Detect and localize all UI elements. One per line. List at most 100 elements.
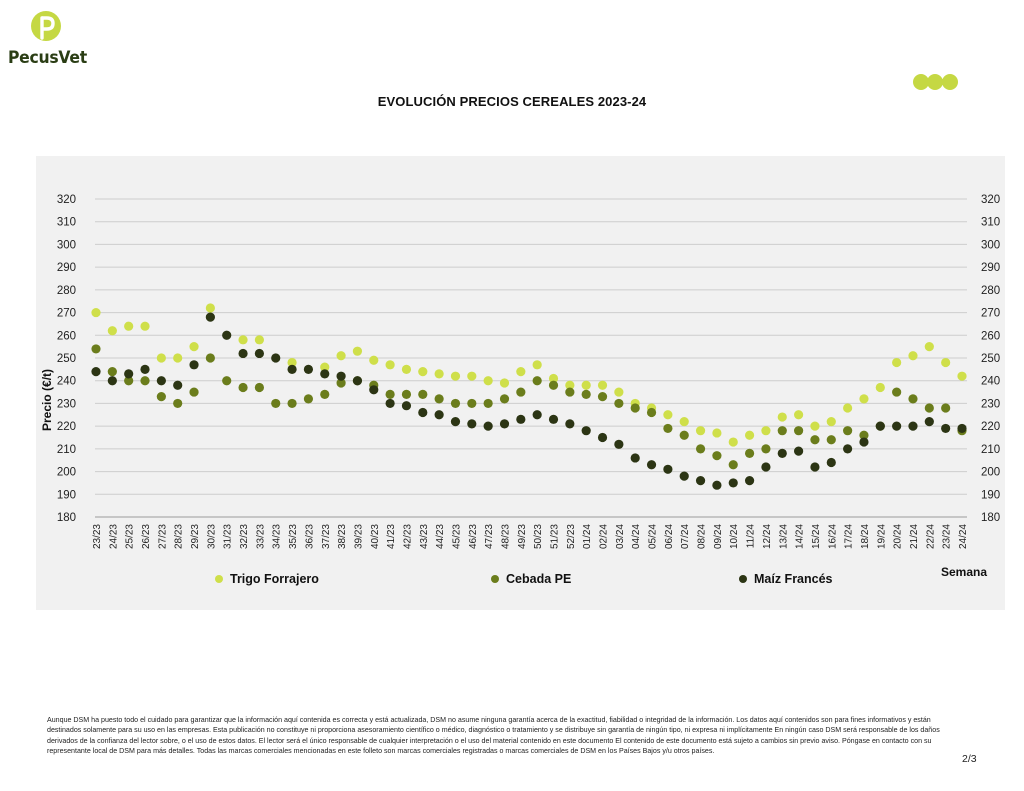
point-ma-z-franc-s bbox=[728, 478, 738, 488]
point-cebada-pe bbox=[826, 435, 836, 445]
x-tick-label: 49/23 bbox=[517, 524, 528, 549]
point-cebada-pe bbox=[336, 378, 346, 388]
point-cebada-pe bbox=[663, 423, 673, 434]
point-trigo-forrajero bbox=[663, 410, 673, 420]
x-tick-label: 33/23 bbox=[255, 524, 266, 549]
point-trigo-forrajero bbox=[712, 428, 722, 438]
y-tick-label-right: 270 bbox=[981, 308, 1000, 320]
point-trigo-forrajero bbox=[859, 394, 869, 404]
point-trigo-forrajero bbox=[173, 353, 183, 363]
point-ma-z-franc-s bbox=[254, 348, 264, 359]
point-ma-z-franc-s bbox=[140, 364, 150, 374]
point-ma-z-franc-s bbox=[516, 414, 526, 424]
point-cebada-pe bbox=[467, 398, 477, 409]
point-ma-z-franc-s bbox=[695, 476, 706, 486]
y-axis-label: Precio (€/t) bbox=[40, 369, 54, 431]
logo-mark-icon bbox=[31, 11, 61, 41]
point-cebada-pe bbox=[548, 380, 559, 390]
point-trigo-forrajero bbox=[107, 326, 117, 336]
point-cebada-pe bbox=[810, 435, 820, 445]
page-title: EVOLUCIÓN PRECIOS CEREALES 2023-24 bbox=[377, 94, 647, 109]
legend-marker bbox=[739, 575, 747, 583]
point-ma-z-franc-s bbox=[352, 376, 363, 386]
point-trigo-forrajero bbox=[336, 351, 346, 361]
point-trigo-forrajero bbox=[254, 335, 264, 345]
x-tick-label: 23/24 bbox=[942, 524, 953, 549]
point-cebada-pe bbox=[238, 382, 248, 393]
point-trigo-forrajero bbox=[140, 321, 150, 331]
point-cebada-pe bbox=[761, 444, 771, 454]
point-cebada-pe bbox=[254, 382, 264, 393]
x-tick-label: 42/23 bbox=[402, 524, 413, 549]
legend-item: Cebada PE bbox=[491, 572, 571, 586]
point-ma-z-franc-s bbox=[483, 421, 493, 431]
point-ma-z-franc-s bbox=[941, 423, 951, 434]
point-trigo-forrajero bbox=[91, 307, 101, 318]
x-tick-label: 08/24 bbox=[697, 524, 708, 549]
point-ma-z-franc-s bbox=[679, 471, 689, 481]
legend-marker bbox=[215, 575, 223, 583]
y-tick-label-left: 310 bbox=[57, 217, 76, 229]
x-tick-label: 44/23 bbox=[435, 524, 446, 549]
point-ma-z-franc-s bbox=[794, 446, 804, 456]
x-tick-label: 23/23 bbox=[92, 524, 103, 549]
point-ma-z-franc-s bbox=[303, 364, 314, 374]
point-trigo-forrajero bbox=[450, 371, 461, 381]
point-cebada-pe bbox=[124, 376, 134, 386]
point-trigo-forrajero bbox=[597, 380, 608, 390]
point-trigo-forrajero bbox=[924, 342, 934, 352]
x-tick-label: 51/23 bbox=[550, 524, 561, 549]
point-cebada-pe bbox=[630, 403, 640, 413]
point-ma-z-franc-s bbox=[597, 432, 608, 443]
x-tick-label: 48/23 bbox=[500, 524, 511, 549]
point-cebada-pe bbox=[843, 426, 853, 436]
point-trigo-forrajero bbox=[794, 410, 804, 420]
point-cebada-pe bbox=[385, 389, 395, 399]
point-ma-z-franc-s bbox=[892, 421, 902, 431]
point-cebada-pe bbox=[107, 367, 117, 377]
point-ma-z-franc-s bbox=[630, 453, 640, 463]
y-tick-label-left: 300 bbox=[57, 239, 76, 251]
point-cebada-pe bbox=[892, 387, 902, 397]
page-number: 2/3 bbox=[962, 753, 977, 765]
x-tick-label: 46/23 bbox=[468, 524, 479, 549]
x-tick-label: 43/23 bbox=[419, 524, 430, 549]
point-ma-z-franc-s bbox=[450, 417, 461, 427]
x-tick-label: 17/24 bbox=[844, 524, 855, 549]
point-ma-z-franc-s bbox=[189, 360, 199, 370]
point-cebada-pe bbox=[271, 398, 281, 409]
y-tick-label-right: 180 bbox=[981, 512, 1000, 524]
point-trigo-forrajero bbox=[369, 355, 379, 365]
point-cebada-pe bbox=[483, 398, 493, 409]
point-trigo-forrajero bbox=[810, 421, 820, 431]
point-trigo-forrajero bbox=[401, 364, 412, 374]
point-trigo-forrajero bbox=[908, 351, 918, 361]
point-cebada-pe bbox=[744, 448, 755, 458]
point-trigo-forrajero bbox=[385, 360, 395, 370]
x-tick-label: 39/23 bbox=[353, 524, 364, 549]
point-cebada-pe bbox=[320, 389, 330, 399]
point-cebada-pe bbox=[941, 403, 951, 413]
point-cebada-pe bbox=[434, 394, 444, 404]
point-trigo-forrajero bbox=[761, 426, 771, 436]
point-cebada-pe bbox=[597, 392, 608, 402]
x-tick-label: 02/24 bbox=[599, 524, 610, 549]
y-tick-label-left: 210 bbox=[57, 444, 76, 456]
point-trigo-forrajero bbox=[156, 353, 166, 363]
y-tick-label-left: 220 bbox=[57, 421, 76, 433]
x-tick-label: 25/23 bbox=[125, 524, 136, 549]
legend-label: Maíz Francés bbox=[754, 572, 833, 586]
point-cebada-pe bbox=[516, 387, 526, 397]
pecusvet-logo: PecusVet bbox=[6, 10, 87, 70]
x-tick-label: 28/23 bbox=[174, 524, 185, 549]
point-ma-z-franc-s bbox=[434, 410, 444, 420]
y-tick-label-right: 190 bbox=[981, 489, 1000, 501]
point-cebada-pe bbox=[287, 398, 297, 409]
legend-label: Trigo Forrajero bbox=[230, 572, 319, 586]
point-ma-z-franc-s bbox=[173, 380, 183, 390]
y-tick-label-left: 240 bbox=[57, 376, 76, 388]
point-trigo-forrajero bbox=[516, 367, 526, 377]
x-tick-label: 13/24 bbox=[778, 524, 789, 549]
point-ma-z-franc-s bbox=[924, 417, 934, 427]
x-tick-label: 06/24 bbox=[664, 524, 675, 549]
